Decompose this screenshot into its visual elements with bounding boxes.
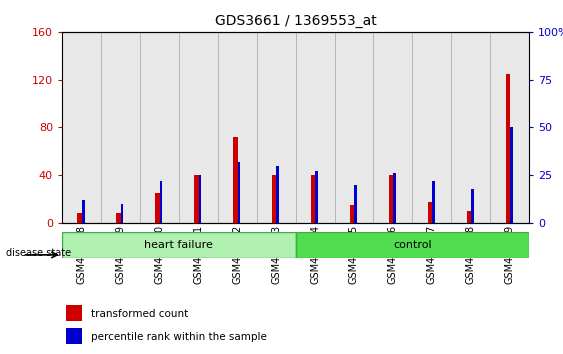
Bar [490, 32, 529, 223]
Bar [311, 175, 316, 223]
Bar [66, 304, 82, 321]
Bar [467, 211, 471, 223]
Text: GSM476052: GSM476052 [232, 225, 242, 284]
Bar [272, 175, 276, 223]
Bar [373, 32, 412, 223]
Text: percentile rank within the sample: percentile rank within the sample [91, 332, 267, 342]
Bar [233, 137, 238, 223]
Text: GSM476056: GSM476056 [388, 225, 398, 284]
Text: heart failure: heart failure [144, 240, 213, 250]
Bar [506, 74, 510, 223]
Bar [510, 127, 513, 223]
Bar [62, 232, 296, 258]
Text: GSM476049: GSM476049 [115, 225, 126, 284]
Bar [257, 32, 296, 223]
Bar [101, 32, 140, 223]
Bar [238, 162, 240, 223]
Text: GSM476050: GSM476050 [154, 225, 164, 284]
Text: control: control [393, 240, 432, 250]
Bar [194, 175, 199, 223]
Bar [296, 232, 529, 258]
Bar [160, 181, 162, 223]
Bar [432, 181, 435, 223]
Bar [471, 189, 474, 223]
Bar [394, 173, 396, 223]
Bar [389, 175, 394, 223]
Text: GSM476048: GSM476048 [77, 225, 86, 284]
Bar [120, 204, 123, 223]
Text: GSM476058: GSM476058 [466, 225, 476, 284]
Bar [77, 213, 82, 223]
Bar [452, 32, 490, 223]
Bar [276, 166, 279, 223]
Bar [354, 185, 357, 223]
Bar [199, 175, 202, 223]
Bar [350, 205, 355, 223]
Text: GSM476054: GSM476054 [310, 225, 320, 284]
Bar [140, 32, 178, 223]
Bar [315, 171, 318, 223]
Text: GSM476055: GSM476055 [349, 225, 359, 284]
Text: disease state: disease state [6, 248, 71, 258]
Text: GSM476057: GSM476057 [427, 225, 437, 284]
Text: GSM476053: GSM476053 [271, 225, 281, 284]
Bar [428, 201, 432, 223]
Bar [296, 32, 334, 223]
Text: GSM476051: GSM476051 [193, 225, 203, 284]
Bar [218, 32, 257, 223]
Bar [66, 327, 82, 344]
Bar [116, 213, 121, 223]
Bar [178, 32, 218, 223]
Text: GSM476059: GSM476059 [505, 225, 515, 284]
Text: transformed count: transformed count [91, 309, 189, 319]
Title: GDS3661 / 1369553_at: GDS3661 / 1369553_at [215, 14, 377, 28]
Bar [82, 200, 84, 223]
Bar [334, 32, 373, 223]
Bar [155, 193, 160, 223]
Bar [62, 32, 101, 223]
Bar [412, 32, 452, 223]
